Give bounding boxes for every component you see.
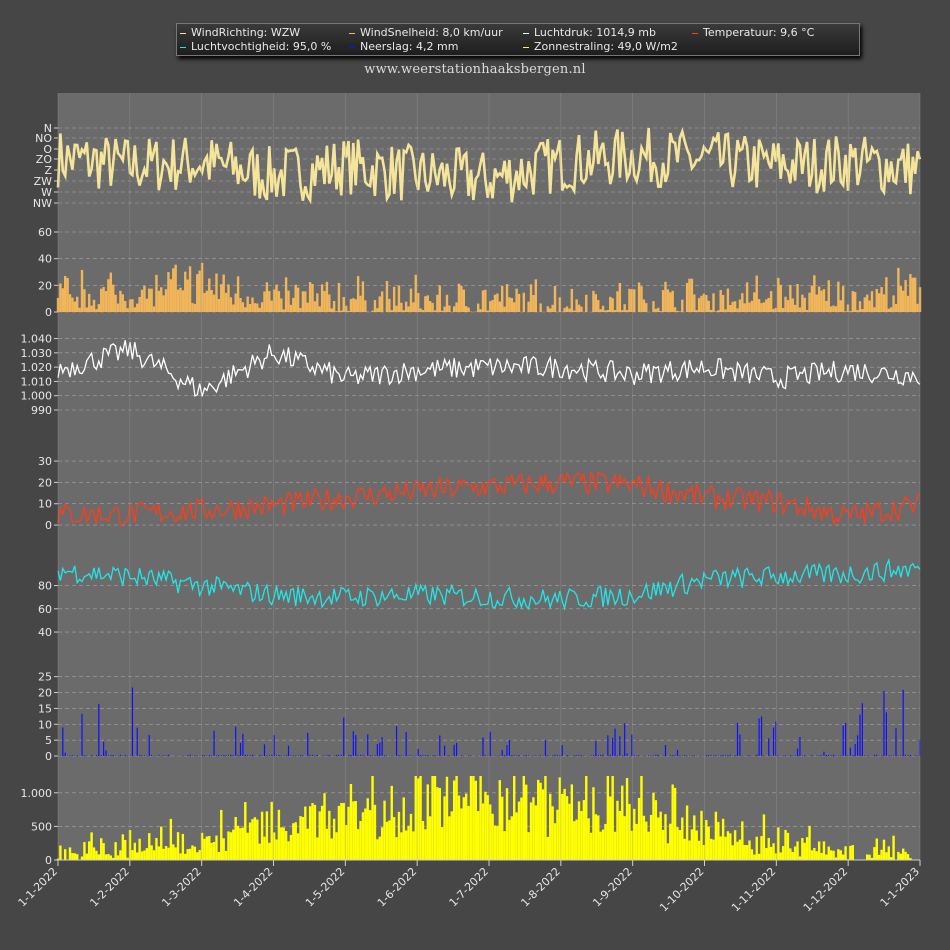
site-url: www.weerstationhaaksbergen.nl [364,62,586,77]
y-tick-label: 20 [38,279,52,292]
x-tick-label: 1-12-2022 [801,865,850,914]
y-tick-label: 1.010 [21,375,53,388]
legend-item-luchtdruk: Luchtdruk: 1014,9 mb [523,26,656,39]
legend-item-windsnelheid: WindSnelheid: 8,0 km/uur [349,26,503,39]
legend-label: Zonnestraling: 49,0 W/m2 [534,40,678,53]
y-tick-label: 1.000 [21,787,53,800]
y-tick-label: ZO [36,153,53,166]
x-tick-label: 1-2-2022 [87,865,132,910]
y-tick-label: 40 [38,626,52,639]
y-tick-label: 0 [45,750,52,763]
x-tick-label: 1-1-2023 [878,865,923,910]
y-tick-label: N [44,122,52,135]
y-tick-label: ZW [34,175,53,188]
y-tick-label: 20 [38,687,52,700]
y-tick-label: 10 [38,718,52,731]
y-tick-label: 990 [31,404,52,417]
legend-label: WindSnelheid: 8,0 km/uur [360,26,503,39]
legend-swatch [349,32,355,34]
y-tick-label: 20 [38,476,52,489]
y-tick-label: 1.030 [21,347,53,360]
x-tick-label: 1-6-2022 [375,865,420,910]
y-tick-label: 60 [38,226,52,239]
y-tick-label: 500 [31,820,52,833]
x-tick-label: 1-1-2022 [16,865,61,910]
legend-label: WindRichting: WZW [191,26,301,39]
y-tick-label: 30 [38,455,52,468]
y-tick-label: Z [44,164,52,177]
y-tick-label: 0 [45,306,52,319]
x-tick-label: 1-11-2022 [729,865,778,914]
legend-item-windrichting: WindRichting: WZW [180,26,300,39]
y-tick-label: NW [33,197,52,210]
legend-item-temperatuur: Temperatuur: 9,6 °C [692,26,814,39]
y-tick-label: 40 [38,253,52,266]
x-tick-label: 1-8-2022 [518,865,563,910]
y-tick-label: 25 [38,671,52,684]
legend-swatch [180,32,186,34]
y-tick-label: 0 [45,519,52,532]
legend-item-zonnestraling: Zonnestraling: 49,0 W/m2 [523,40,678,53]
y-tick-label: O [43,143,52,156]
legend: WindRichting: WZW WindSnelheid: 8,0 km/u… [176,23,860,56]
x-tick-label: 1-7-2022 [447,865,492,910]
x-tick-label: 1-10-2022 [657,865,706,914]
x-tick-label: 1-9-2022 [590,865,635,910]
legend-swatch [692,32,698,34]
legend-label: Neerslag: 4,2 mm [360,40,459,53]
legend-label: Luchtdruk: 1014,9 mb [534,26,656,39]
legend-swatch [349,46,355,48]
legend-label: Temperatuur: 9,6 °C [703,26,815,39]
y-tick-label: 80 [38,580,52,593]
x-tick-label: 1-4-2022 [231,865,276,910]
legend-swatch [180,46,186,48]
y-tick-label: 1.000 [21,390,53,403]
legend-swatch [523,46,529,48]
x-tick-label: 1-3-2022 [159,865,204,910]
y-tick-label: 10 [38,498,52,511]
y-tick-label: 1.020 [21,361,53,374]
y-tick-label: 15 [38,702,52,715]
x-tick-label: 1-5-2022 [303,865,348,910]
y-tick-label: W [41,186,52,199]
y-tick-label: 1.040 [21,333,53,346]
y-tick-label: NO [35,132,52,145]
y-tick-label: 5 [45,734,52,747]
legend-item-neerslag: Neerslag: 4,2 mm [349,40,458,53]
y-tick-label: 60 [38,603,52,616]
legend-swatch [523,32,529,34]
y-tick-label: 0 [45,854,52,867]
legend-label: Luchtvochtigheid: 95,0 % [191,40,332,53]
legend-item-luchtvochtigheid: Luchtvochtigheid: 95,0 % [180,40,331,53]
